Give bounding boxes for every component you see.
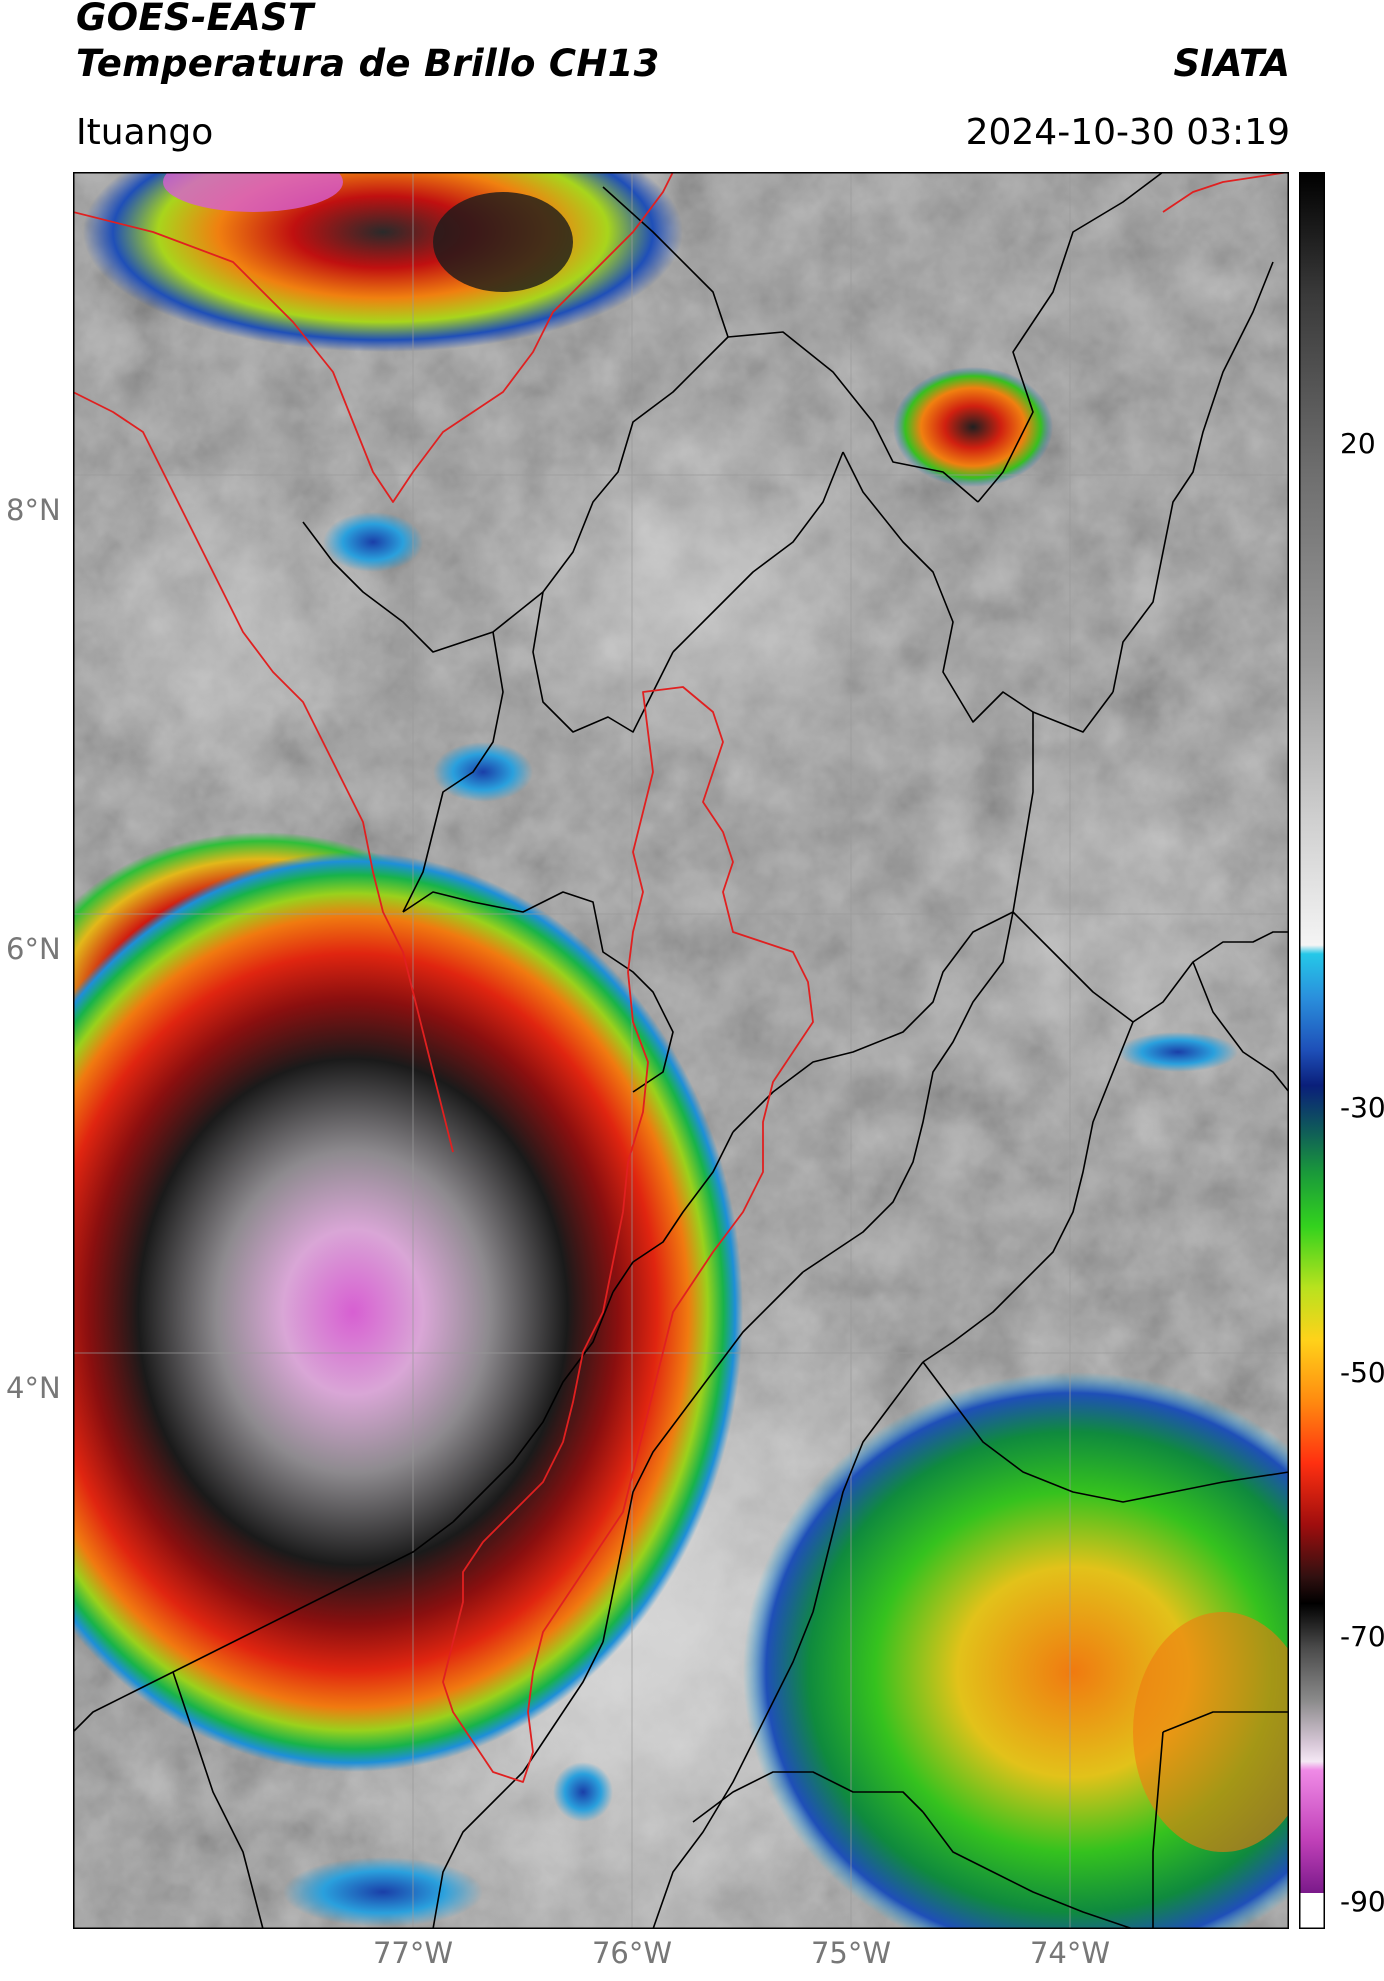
coastline <box>73 172 1289 1153</box>
title-line-1: GOES-EAST <box>76 0 314 39</box>
region-outline[interactable] <box>442 686 814 1783</box>
colorbar-tick-20: 20 <box>1340 427 1376 460</box>
lat-label-8n: 8°N <box>6 493 61 527</box>
lon-label-77w: 77°W <box>372 1936 454 1970</box>
colorbar-tick-minus70: -70 <box>1340 1620 1384 1653</box>
region-label: Ituango <box>76 112 214 153</box>
graticule <box>73 172 1289 1929</box>
colorbar-tick-minus90: -90 <box>1340 1885 1384 1918</box>
storm-main <box>73 852 743 1772</box>
lat-label-4n: 4°N <box>6 1371 61 1405</box>
lon-label-76w: 76°W <box>591 1936 673 1970</box>
lat-label-6n: 6°N <box>6 932 61 966</box>
department-borders <box>73 172 1289 1929</box>
colorbar-tick-minus50: -50 <box>1340 1356 1384 1389</box>
lon-label-74w: 74°W <box>1029 1936 1111 1970</box>
title-line-2: Temperatura de Brillo CH13 <box>76 42 660 85</box>
timestamp-label: 2024-10-30 03:19 <box>965 112 1290 153</box>
colorbar <box>1299 172 1325 1929</box>
colorbar-tick-minus30: -30 <box>1340 1091 1384 1124</box>
satellite-map <box>73 172 1289 1929</box>
lon-label-75w: 75°W <box>810 1936 892 1970</box>
storm-northeast <box>893 367 1053 487</box>
organization-label: SIATA <box>1173 42 1290 85</box>
